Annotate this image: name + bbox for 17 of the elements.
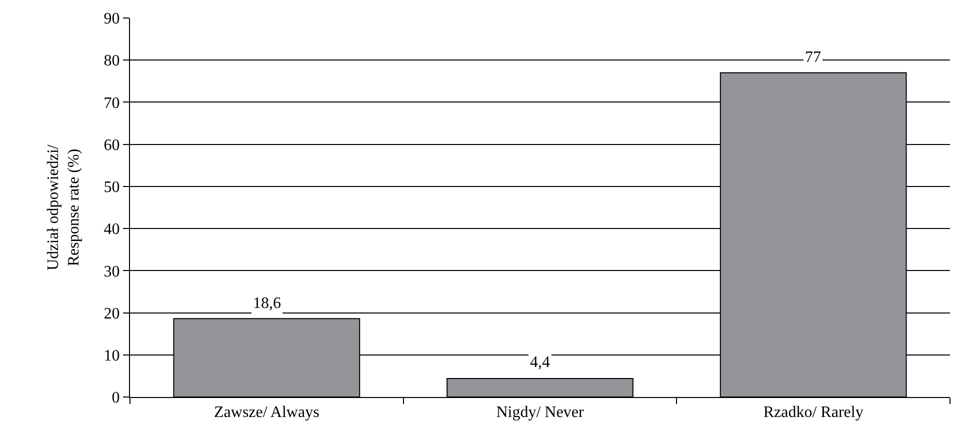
x-tick-label: Nigdy/ Never: [496, 404, 584, 422]
y-tick-label: 10: [104, 347, 120, 364]
y-tick-label: 20: [104, 305, 120, 322]
y-tick-label: 60: [104, 136, 120, 154]
data-label: 77: [805, 49, 821, 66]
data-label: 18,6: [253, 295, 281, 312]
y-tick-label: 40: [104, 221, 120, 238]
y-axis-title: Udział odpowiedzi/ Response rate (%): [44, 144, 83, 270]
y-tick-label: 70: [104, 94, 120, 112]
y-tick-label: 30: [104, 263, 120, 280]
x-tick-label: Rzadko/ Rarely: [763, 404, 864, 422]
y-tick-label: 80: [104, 52, 120, 70]
y-tick-label: 50: [104, 179, 120, 196]
y-tick-label: 90: [104, 10, 120, 28]
y-tick-label: 0: [112, 390, 120, 407]
x-tick-label: Zawsze/ Always: [214, 404, 320, 422]
data-label: 4,4: [530, 354, 550, 371]
